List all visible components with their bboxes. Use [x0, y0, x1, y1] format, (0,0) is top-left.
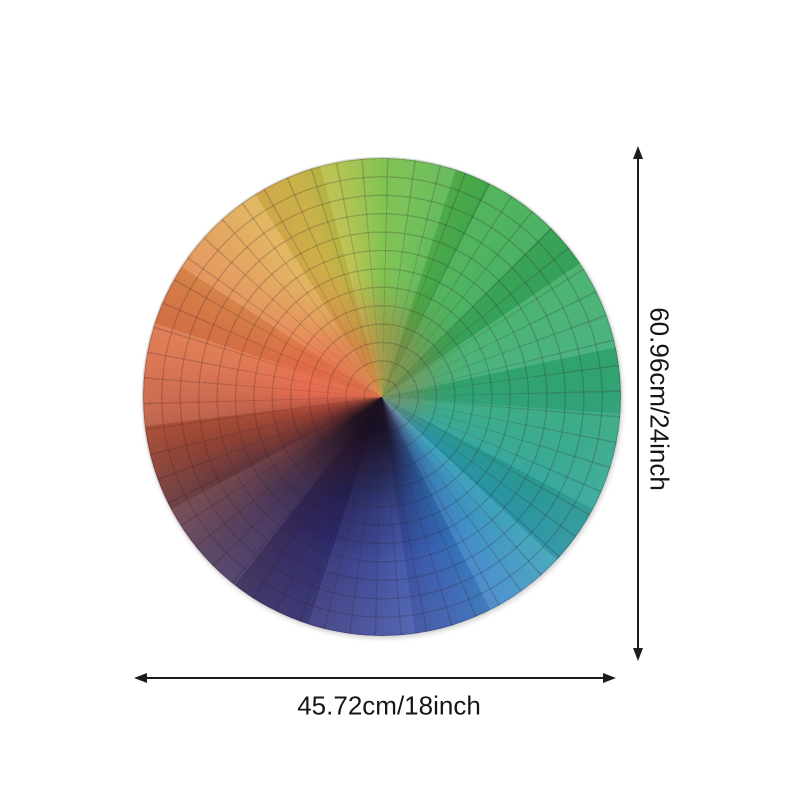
width-dimension-line: [146, 677, 605, 679]
arrow-left-icon: [134, 673, 147, 683]
puzzle-piece-spokes-texture: [143, 158, 621, 636]
height-label: 60.96cm/24inch: [644, 307, 675, 491]
arrow-down-icon: [633, 648, 643, 661]
height-dimension-line: [637, 158, 639, 650]
puzzle-piece-rings-texture: [143, 158, 621, 636]
width-label: 45.72cm/18inch: [297, 690, 481, 721]
arrow-right-icon: [603, 673, 616, 683]
puzzle-center-dark-wedge: [143, 158, 621, 636]
arrow-up-icon: [633, 146, 643, 159]
puzzle-photo: [142, 157, 622, 637]
